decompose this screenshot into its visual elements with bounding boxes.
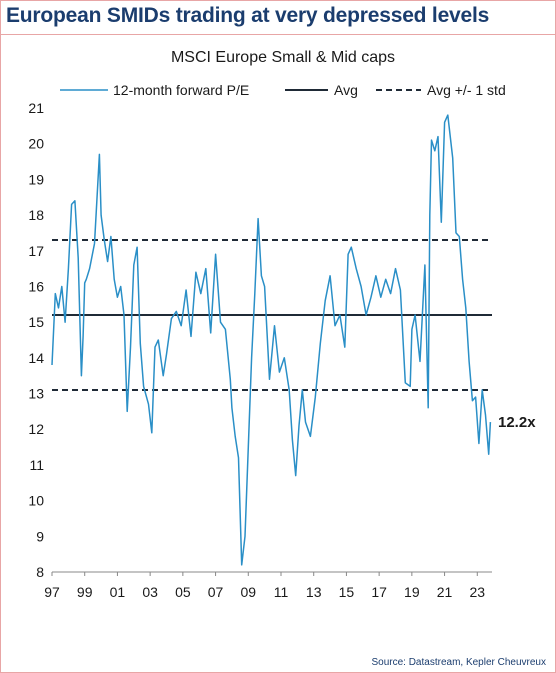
y-tick-label: 11 <box>29 457 44 473</box>
y-tick-label: 14 <box>28 350 44 366</box>
y-tick-label: 20 <box>28 136 44 152</box>
legend: 12-month forward P/E Avg Avg +/- 1 std <box>60 82 506 98</box>
x-tick-label: 03 <box>142 584 158 600</box>
x-tick-label: 13 <box>306 584 322 600</box>
end-value-label: 12.2x <box>498 414 536 431</box>
y-tick-label: 12 <box>28 421 44 437</box>
x-axis: 97 99 01 03 05 07 09 11 13 15 17 19 21 23 <box>44 572 485 600</box>
x-tick-label: 99 <box>77 584 93 600</box>
x-tick-label: 23 <box>469 584 485 600</box>
y-tick-label: 19 <box>28 171 44 187</box>
y-tick-label: 17 <box>28 243 44 259</box>
y-axis: 8 9 10 11 12 13 14 15 16 17 18 19 20 21 <box>28 100 44 580</box>
x-tick-label: 17 <box>371 584 387 600</box>
legend-label-forward-pe: 12-month forward P/E <box>113 82 249 98</box>
series-line-forward-pe <box>51 114 492 566</box>
y-tick-label: 18 <box>28 207 44 223</box>
title-divider <box>0 34 556 35</box>
legend-label-std: Avg +/- 1 std <box>427 82 506 98</box>
y-tick-label: 8 <box>36 564 44 580</box>
x-tick-label: 01 <box>110 584 126 600</box>
x-tick-label: 97 <box>44 584 60 600</box>
y-tick-label: 9 <box>36 528 44 544</box>
x-tick-label: 11 <box>274 584 289 600</box>
y-tick-label: 16 <box>28 278 44 294</box>
page-title: European SMIDs trading at very depressed… <box>6 4 490 27</box>
y-tick-label: 13 <box>28 386 44 402</box>
x-tick-label: 19 <box>404 584 420 600</box>
x-tick-label: 21 <box>437 584 453 600</box>
source-note: Source: Datastream, Kepler Cheuvreux <box>371 657 546 668</box>
x-tick-label: 07 <box>208 584 224 600</box>
y-tick-label: 21 <box>28 100 44 116</box>
y-tick-label: 10 <box>28 493 44 509</box>
chart-subtitle: MSCI Europe Small & Mid caps <box>171 49 395 66</box>
x-tick-label: 15 <box>339 584 355 600</box>
x-tick-label: 09 <box>240 584 256 600</box>
y-tick-label: 15 <box>28 314 44 330</box>
legend-label-avg: Avg <box>334 82 358 98</box>
x-tick-label: 05 <box>175 584 191 600</box>
